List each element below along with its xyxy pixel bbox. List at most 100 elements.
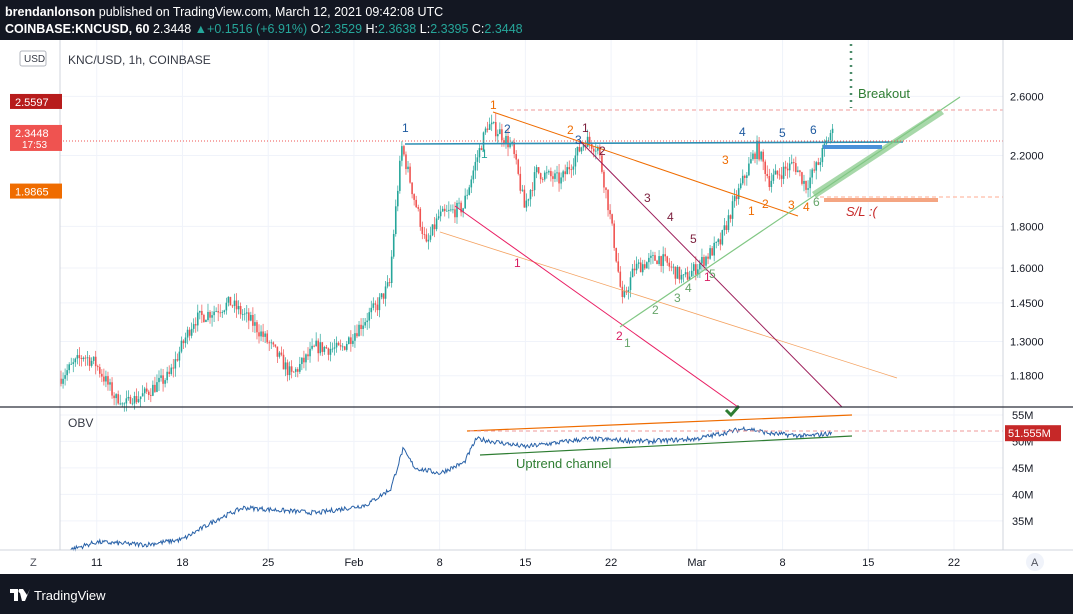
price-badge-countdown: 17:53 [22,140,47,151]
candle-body [784,166,787,169]
wave-label-green: 3 [674,291,681,305]
candle-body [533,172,536,191]
time-tick-label: 15 [519,557,531,569]
wave-label-purple: 5 [690,232,697,246]
candle-body [531,190,534,191]
candle-body [739,183,742,189]
candle-body [113,395,115,399]
candle-body [633,268,636,271]
currency-button[interactable]: USD [19,50,47,67]
stop-loss-text: S/L :( [846,204,879,219]
candle-body [568,167,571,170]
candle-body [384,286,387,299]
candle-body [237,306,240,310]
candle-body [772,174,775,181]
candle-body [539,173,542,180]
candle-body [333,347,336,349]
obv-channel-label: Uptrend channel [516,456,612,471]
candle-body [323,347,326,352]
tradingview-logo-icon[interactable] [10,589,30,601]
candle-body [360,324,362,330]
auto-scale-button[interactable]: A [1026,553,1044,571]
candle-body [560,177,562,184]
candle-body [280,352,283,355]
candle-body [78,355,81,359]
candle-body [529,190,532,200]
candle-body [748,163,750,176]
chart-svg[interactable]: Breakout S/L :( 1 2 3 4 5 6 1 2 3 1 2 3 … [0,40,1073,574]
candle-body [205,320,207,323]
candle-body [92,356,95,361]
candle-body [117,394,119,404]
candle-body [541,179,544,180]
wave-label-blue: 6 [810,123,817,137]
candle-body [509,143,511,148]
candle-body [503,140,505,144]
candle-body [699,263,701,270]
footer-bar: TradingView [0,574,1073,614]
candle-body [754,153,756,159]
purple-trendline [579,140,843,408]
candle-body [341,346,344,348]
price-tick-label: 1.1800 [1010,371,1044,383]
candle-body [445,210,448,212]
candle-body [682,274,685,276]
candle-body [611,214,613,224]
candle-body [286,362,289,376]
candle-body [499,129,501,135]
price-axis[interactable]: 1.1800 1.3000 1.4500 1.6000 1.8000 2.2000 2.60… [1010,91,1044,527]
candle-body [501,129,503,141]
wave-label-green: 2 [652,303,659,317]
candle-body [425,234,428,242]
candle-body [450,209,452,211]
candle-body [439,211,442,217]
candle-body [284,362,287,370]
breakout-text: Breakout [858,86,910,101]
candle-body [174,359,177,369]
candle-body [227,296,230,303]
candle-body [492,122,495,123]
candle-body [335,342,338,348]
candle-body [290,366,293,372]
log-scale-button[interactable]: Z [30,557,37,569]
candle-body [184,337,187,344]
candle-body [803,180,805,184]
time-axis[interactable]: 11 18 25 Feb 8 15 22 Mar 8 15 22 [91,557,960,569]
candle-body [115,394,117,399]
candle-body [386,282,389,287]
candle-body [664,254,666,257]
author-name[interactable]: brendanlonson [5,5,96,19]
symbol-ohlc: COINBASE:KNCUSD, 60 2.3448 ▲+0.1516 (+6.… [5,22,523,36]
candle-body [497,134,499,137]
candle-body [86,357,89,359]
candle-body [437,216,440,219]
candle-body [537,167,540,174]
candle-body [372,303,375,308]
candle-body [96,366,99,368]
obv-channel-lower [479,435,853,456]
footer-brand[interactable]: TradingView [34,588,106,603]
candle-body [419,208,422,227]
price-badge [10,124,62,151]
candle-body [554,173,556,179]
candle-body [196,312,199,326]
candle-body [813,169,815,171]
candle-body [264,333,266,337]
candle-body [574,155,577,167]
candle-body [721,230,724,245]
candle-body [631,268,634,278]
check-mark-icon [724,405,741,418]
candle-body [592,148,595,152]
candle-body [672,266,675,268]
candle-body [521,189,524,191]
chart-area[interactable]: Breakout S/L :( 1 2 3 4 5 6 1 2 3 1 2 3 … [0,40,1073,574]
price-badge-label: 2.5597 [15,97,49,109]
candle-body [550,171,552,177]
candle-body [431,224,434,236]
candle-body [317,340,320,354]
candle-body [60,378,62,384]
candle-body [750,159,752,164]
candle-body [752,153,754,160]
candle-body [586,136,589,147]
candle-body [321,342,324,352]
